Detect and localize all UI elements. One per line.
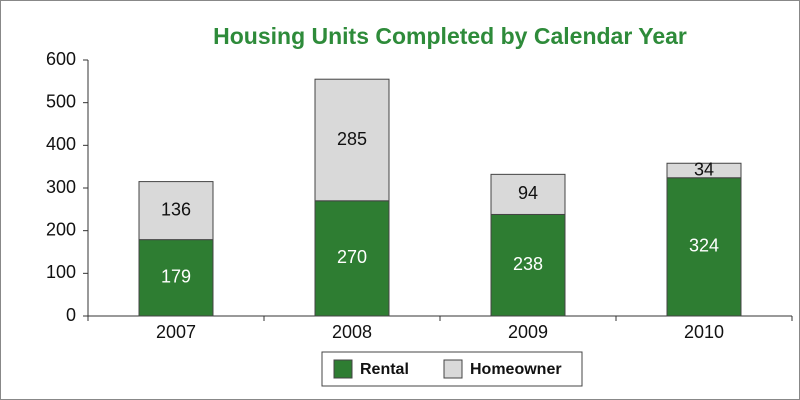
data-label: 285 — [337, 129, 367, 149]
data-label: 136 — [161, 199, 191, 219]
y-tick-label: 400 — [46, 134, 76, 154]
x-tick-label: 2007 — [156, 322, 196, 342]
y-tick-label: 500 — [46, 91, 76, 111]
bar-segment — [138, 239, 214, 317]
bar-segment — [314, 200, 390, 317]
data-label: 179 — [161, 267, 191, 287]
legend-swatch — [333, 359, 353, 379]
x-tick-label: 2008 — [332, 322, 372, 342]
bar-segment — [490, 173, 566, 215]
x-tick-label: 2009 — [508, 322, 548, 342]
bar-segment — [666, 177, 742, 317]
bar-segment — [666, 162, 742, 179]
data-label: 238 — [513, 254, 543, 274]
y-tick-label: 300 — [46, 177, 76, 197]
x-tick-label: 2010 — [684, 322, 724, 342]
data-label: 270 — [337, 247, 367, 267]
data-label: 34 — [694, 159, 714, 179]
legend-label: Rental — [360, 361, 409, 378]
y-tick-label: 100 — [46, 262, 76, 282]
bar-segment — [138, 181, 214, 241]
legend-swatch — [443, 359, 463, 379]
data-label: 94 — [518, 183, 538, 203]
data-label: 324 — [689, 236, 719, 256]
y-tick-label: 0 — [66, 305, 76, 325]
y-tick-label: 200 — [46, 219, 76, 239]
chart-title: Housing Units Completed by Calendar Year — [213, 23, 687, 49]
legend-label: Homeowner — [470, 361, 562, 378]
y-tick-label: 600 — [46, 49, 76, 69]
bar-segment — [314, 78, 390, 202]
bar-segment — [490, 213, 566, 317]
